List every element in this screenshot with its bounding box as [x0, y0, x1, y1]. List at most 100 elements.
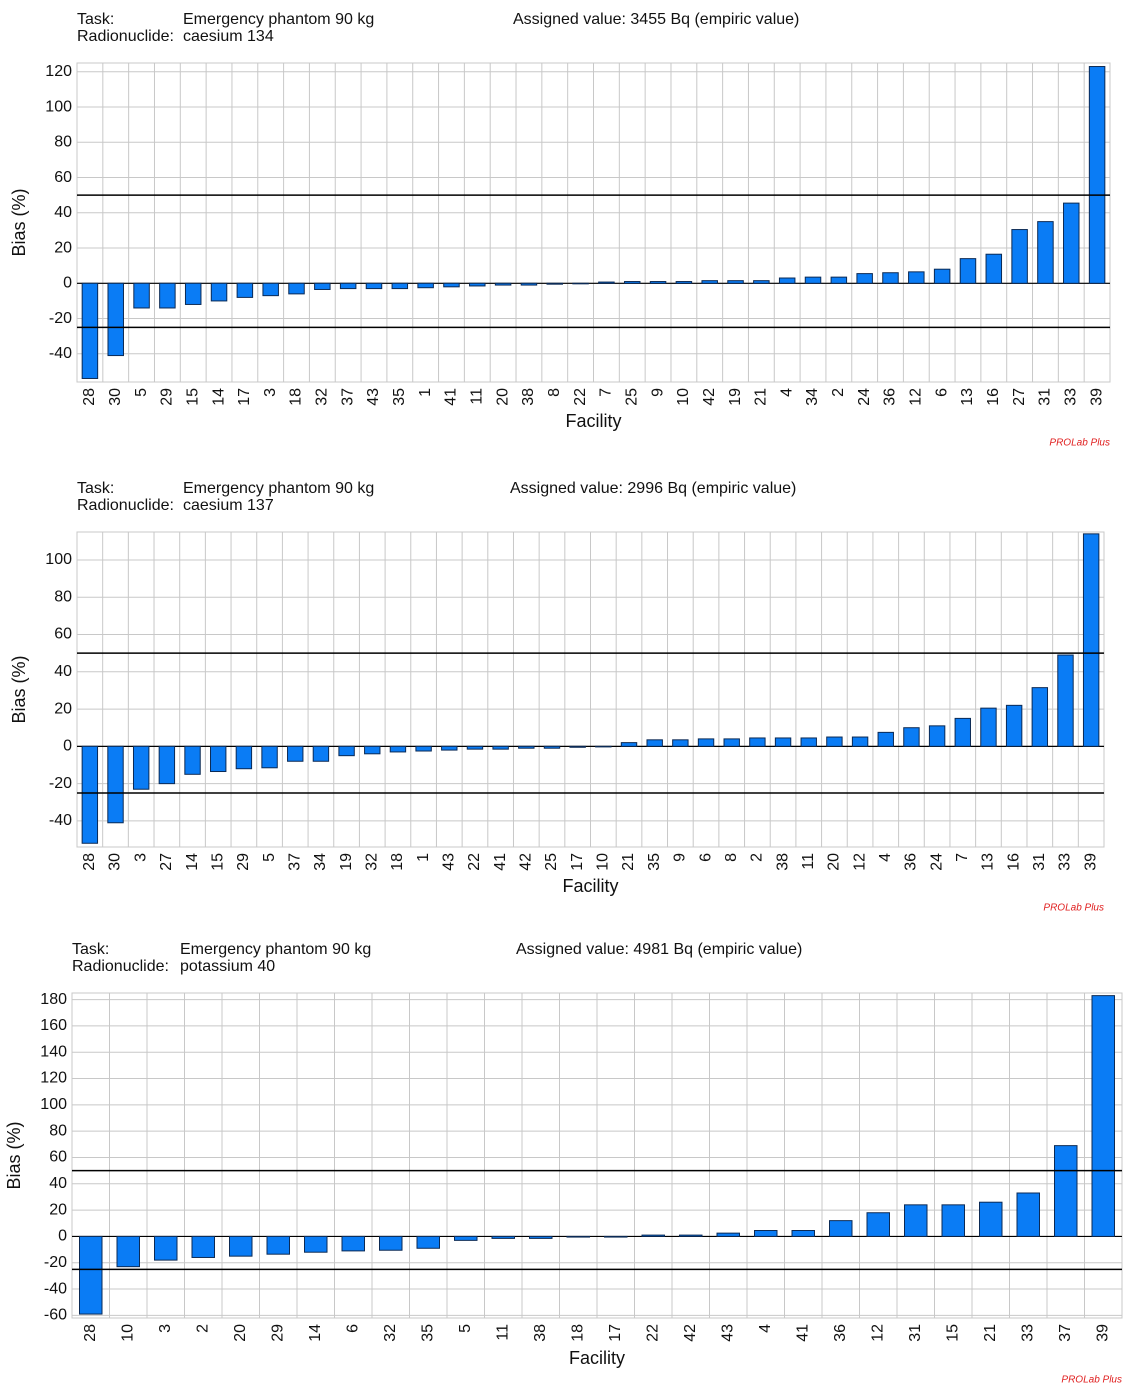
- x-tick-label: 16: [1005, 853, 1022, 871]
- x-tick-label: 28: [82, 1324, 99, 1342]
- x-tick-label: 32: [382, 1324, 399, 1342]
- bar: [866, 1212, 890, 1237]
- bar: [466, 745, 484, 750]
- y-tick-label: 40: [54, 204, 72, 221]
- x-tick-label: 33: [1062, 388, 1079, 406]
- x-tick-label: 41: [794, 1324, 811, 1342]
- x-tick-label: 17: [607, 1324, 624, 1342]
- assigned-value: Assigned value: 2996 Bq (empiric value): [510, 480, 796, 497]
- bar: [959, 258, 977, 284]
- bar: [1005, 704, 1023, 747]
- bar: [572, 282, 589, 285]
- task: Emergency phantom 90 kg: [180, 941, 371, 958]
- bar: [1063, 202, 1080, 284]
- x-tick-label: 34: [804, 388, 821, 406]
- bar: [904, 1204, 928, 1237]
- x-tick-label: 38: [774, 853, 791, 871]
- y-tick-label: 0: [63, 738, 72, 755]
- x-tick-label: 4: [877, 853, 894, 862]
- bar: [1016, 1192, 1040, 1237]
- bar: [266, 1235, 290, 1255]
- task-label: Task:: [72, 941, 109, 958]
- bar: [882, 272, 899, 284]
- bar: [954, 717, 971, 747]
- y-tick-label: 80: [54, 134, 72, 151]
- bar: [229, 1235, 253, 1257]
- bar: [236, 282, 254, 298]
- bar: [1054, 1145, 1078, 1237]
- x-axis-label: Facility: [569, 1348, 625, 1368]
- bar: [754, 1230, 778, 1237]
- x-tick-label: 5: [133, 388, 150, 397]
- bar: [1057, 654, 1074, 747]
- chart: Task: Emergency phantom 90 kg Radionuclide…: [4, 941, 1123, 1386]
- x-tick-label: 34: [312, 853, 329, 871]
- y-tick-label: 80: [54, 588, 72, 605]
- x-tick-label: 15: [184, 388, 201, 406]
- x-tick-label: 3: [262, 388, 279, 397]
- y-tick-label: 80: [49, 1122, 67, 1139]
- bar: [800, 737, 817, 747]
- x-tick-label: 18: [569, 1324, 586, 1342]
- bar: [184, 282, 202, 305]
- x-tick-label: 15: [209, 853, 226, 871]
- x-tick-label: 42: [682, 1324, 699, 1342]
- bar: [877, 731, 894, 747]
- x-tick-label: 6: [697, 853, 714, 862]
- radionuclide: potassium 40: [180, 958, 275, 975]
- bar: [262, 282, 279, 297]
- y-tick-label: 20: [54, 239, 72, 256]
- x-tick-label: 36: [832, 1324, 849, 1342]
- y-tick-label: -40: [44, 1280, 67, 1297]
- bar: [210, 745, 227, 773]
- x-tick-label: 22: [644, 1324, 661, 1342]
- watermark: PROLab Plus: [1049, 438, 1110, 449]
- bar: [716, 1232, 740, 1237]
- bar: [856, 273, 873, 284]
- bar: [492, 745, 509, 750]
- x-tick-label: 13: [980, 853, 997, 871]
- assigned-value: Assigned value: 3455 Bq (empiric value): [513, 11, 799, 28]
- x-tick-label: 4: [778, 388, 795, 397]
- bar: [529, 1235, 553, 1239]
- x-tick-label: 19: [727, 388, 744, 406]
- bar: [598, 281, 615, 284]
- bar: [235, 745, 253, 770]
- x-tick-label: 15: [944, 1324, 961, 1342]
- x-tick-label: 4: [757, 1324, 774, 1333]
- x-tick-label: 37: [1057, 1324, 1074, 1342]
- x-tick-label: 25: [623, 388, 640, 406]
- bar: [379, 1235, 403, 1251]
- y-tick-label: -20: [44, 1254, 67, 1271]
- bar: [341, 1235, 365, 1252]
- y-tick-label: 60: [54, 169, 72, 186]
- bar: [679, 1234, 703, 1237]
- y-tick-label: 0: [63, 275, 72, 292]
- x-tick-label: 30: [107, 388, 124, 406]
- x-tick-label: 37: [286, 853, 303, 871]
- x-tick-label: 27: [1011, 388, 1028, 406]
- watermark: PROLab Plus: [1043, 903, 1104, 914]
- task-label: Task:: [77, 11, 114, 28]
- x-tick-label: 2: [194, 1324, 211, 1333]
- x-tick-label: 12: [869, 1324, 886, 1342]
- x-tick-label: 11: [800, 853, 817, 870]
- bar: [288, 282, 305, 295]
- x-tick-label: 17: [236, 388, 253, 406]
- x-tick-label: 5: [261, 853, 278, 862]
- y-tick-label: -20: [49, 775, 72, 792]
- bar: [928, 725, 946, 747]
- bar: [133, 282, 150, 309]
- bar: [908, 271, 925, 284]
- y-tick-label: -40: [49, 812, 72, 829]
- x-tick-label: 38: [520, 388, 537, 406]
- y-tick-label: 120: [45, 63, 72, 80]
- x-tick-label: 11: [469, 388, 486, 405]
- x-tick-label: 35: [646, 853, 663, 871]
- x-tick-label: 35: [391, 388, 408, 406]
- bar: [672, 739, 689, 747]
- y-tick-label: 40: [54, 663, 72, 680]
- bar: [132, 745, 150, 790]
- assigned-value: Assigned value: 4981 Bq (empiric value): [516, 941, 802, 958]
- radionuclide: caesium 137: [183, 497, 274, 514]
